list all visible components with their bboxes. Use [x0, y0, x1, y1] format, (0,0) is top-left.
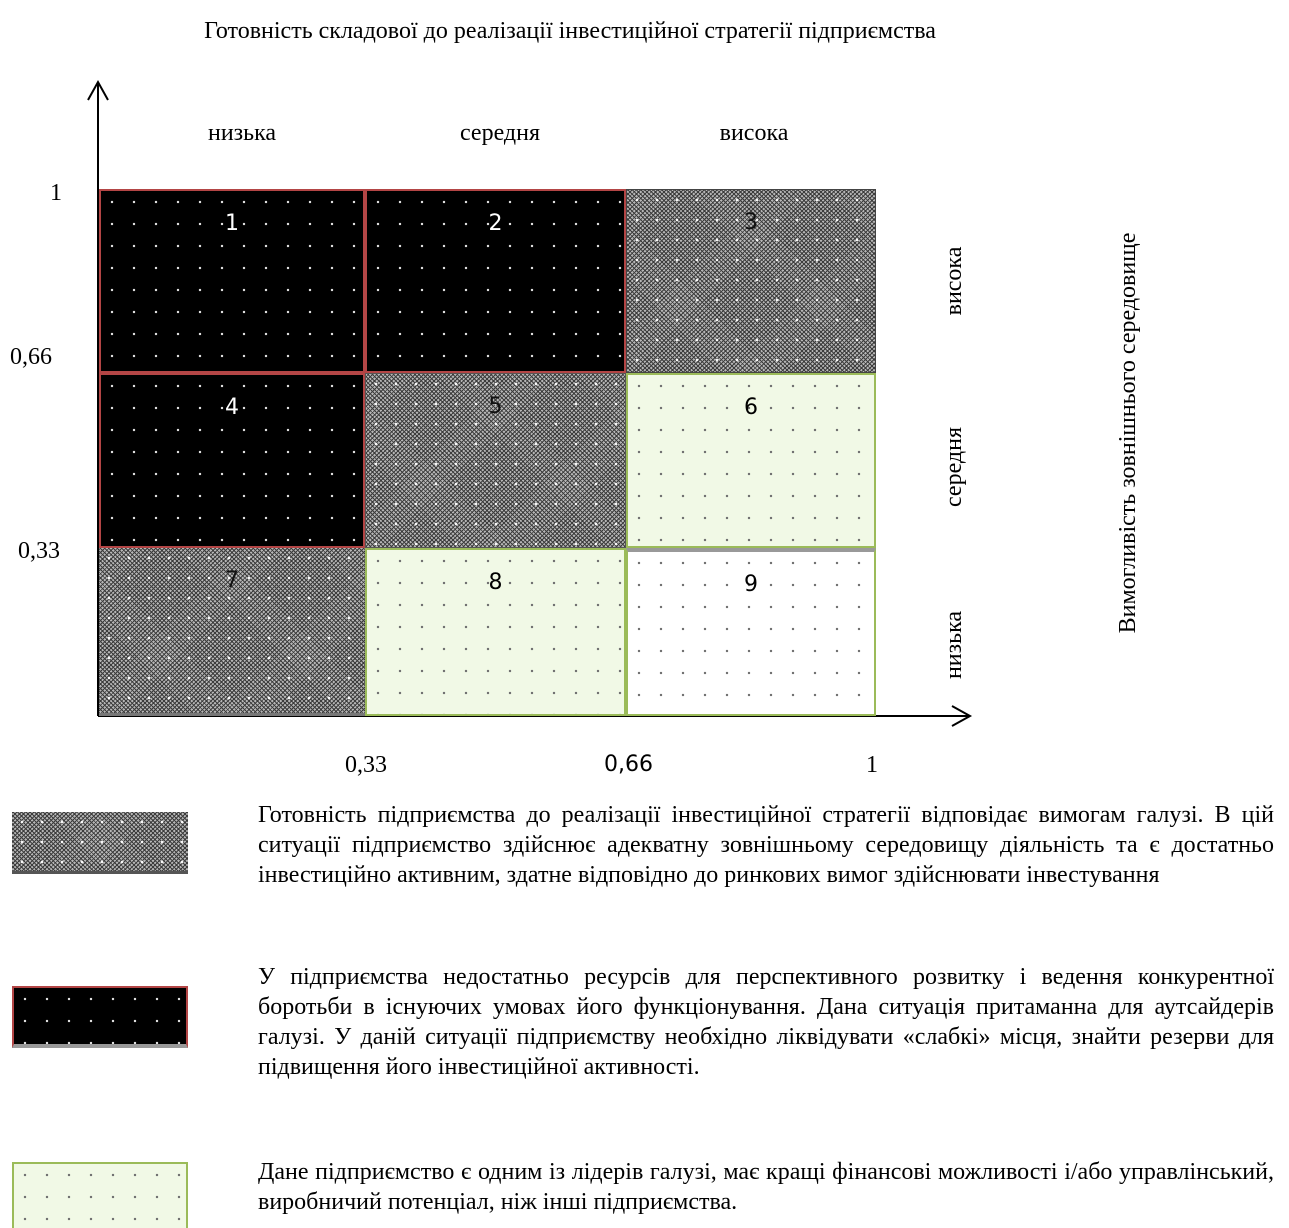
cell-number: 8: [488, 570, 503, 595]
x-tick-1: 1: [866, 752, 878, 778]
y-axis-title: Вимогливість зовнішнього середовище: [1115, 232, 1141, 634]
x-tick-033: 0,33: [345, 752, 387, 778]
row-label-low: низька: [941, 610, 967, 680]
row-label-high: висока: [941, 246, 967, 316]
y-tick-066: 0,66: [10, 344, 52, 370]
cell-number: 7: [225, 568, 239, 593]
legend-text-gray: Готовність підприємства до реалізації ін…: [258, 802, 1274, 888]
x-axis-arrow: [951, 705, 973, 727]
matrix-cell-2: 2: [365, 189, 626, 373]
y-tick-033: 0,33: [18, 538, 60, 564]
cell-number: 3: [744, 210, 758, 235]
legend-swatch-green: [12, 1162, 188, 1228]
row-label-medium: середня: [941, 426, 967, 508]
matrix-cell-7: 7: [99, 548, 365, 716]
cell-number: 6: [744, 395, 758, 420]
legend-text-green: Дане підприємство є одним із лідерів гал…: [258, 1159, 1274, 1215]
cell-number: 2: [488, 211, 503, 236]
y-axis-arrow: [87, 79, 109, 101]
matrix-cell-6: 6: [626, 373, 876, 548]
matrix-cell-1: 1: [99, 189, 365, 373]
matrix-cell-8: 8: [365, 548, 626, 716]
matrix-cell-9: 9: [626, 548, 876, 716]
legend-text-black: У підприємства недостатньо ресурсів для …: [258, 964, 1274, 1080]
diagram-title: Готовність складової до реалізації інвес…: [204, 18, 936, 44]
cell-number: 1: [225, 211, 239, 236]
cell-number: 9: [744, 572, 758, 597]
cell-number: 5: [488, 394, 503, 419]
column-label-high: висока: [719, 120, 789, 146]
matrix-cell-5: 5: [365, 373, 626, 548]
legend-swatch-gray: [12, 812, 188, 874]
column-label-medium: середня: [459, 120, 541, 146]
legend-swatch-black: [12, 986, 188, 1048]
column-label-low: низька: [207, 120, 277, 146]
x-tick-066: 0,66: [604, 752, 653, 777]
matrix-cell-4: 4: [99, 373, 365, 548]
y-tick-1: 1: [50, 180, 62, 206]
cell-number: 4: [225, 395, 239, 420]
matrix-cell-3: 3: [626, 189, 876, 373]
